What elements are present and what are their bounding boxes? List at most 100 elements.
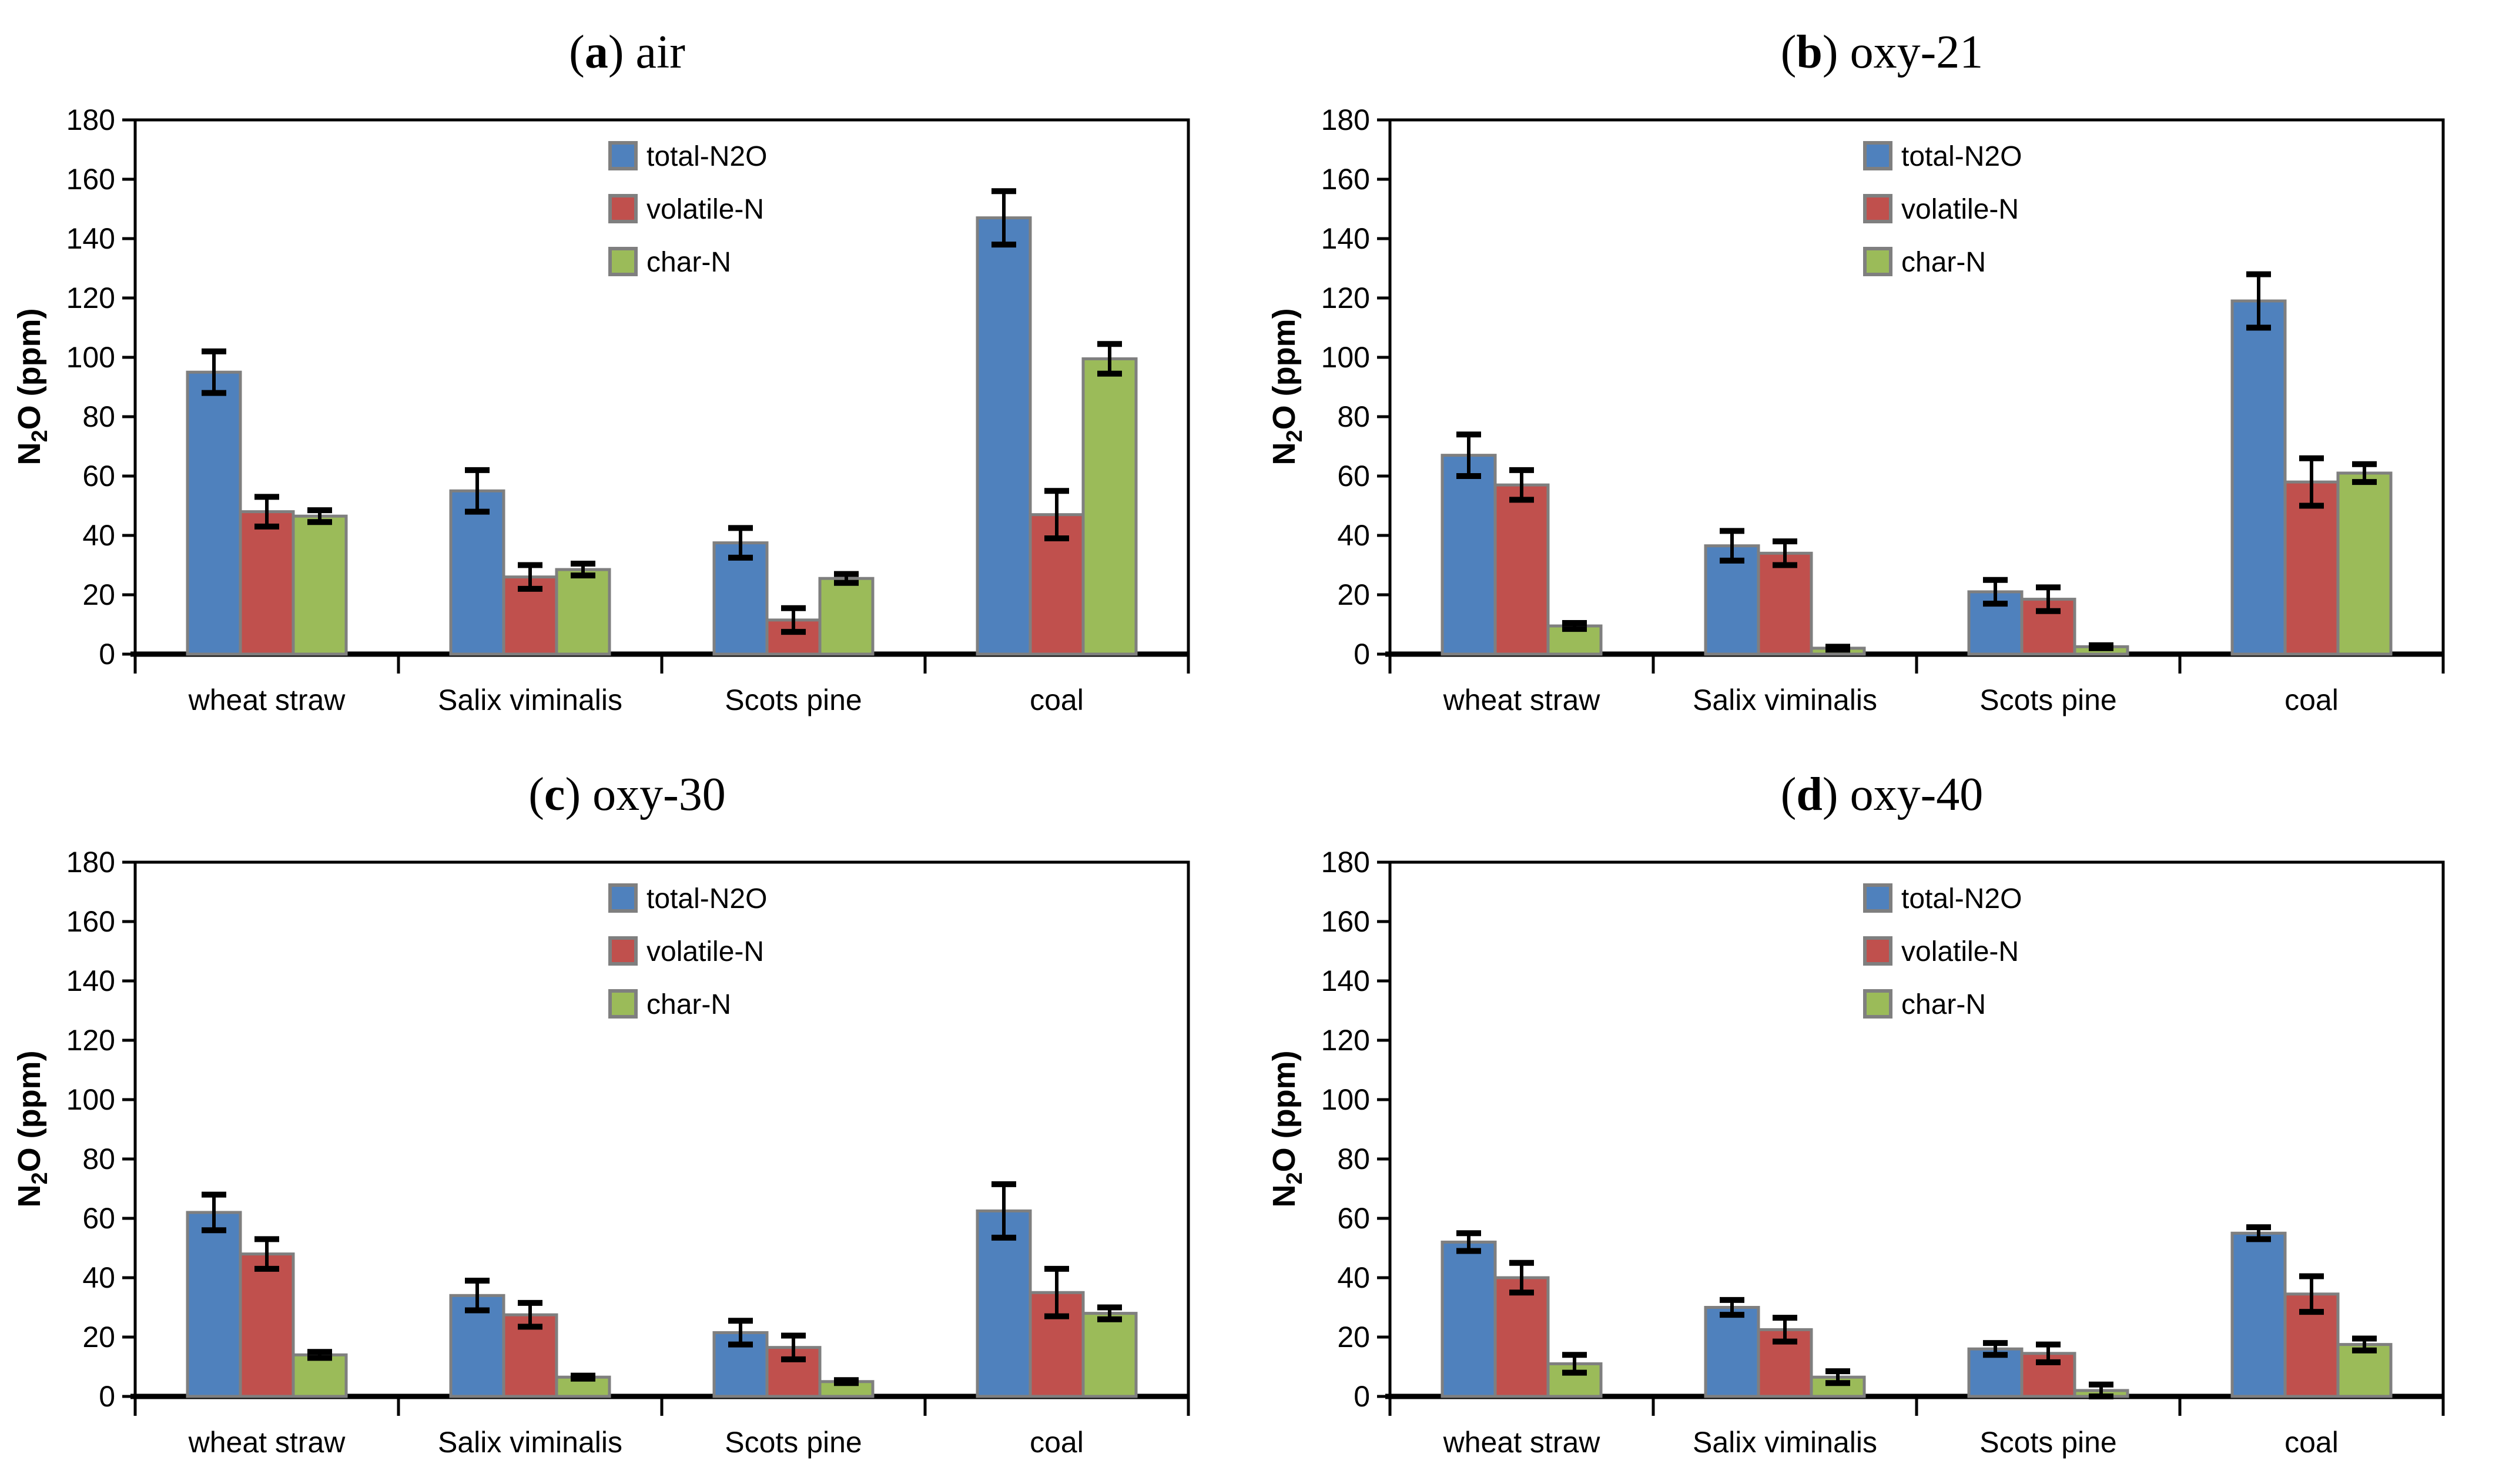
panel-b-chart: (b) oxy-21 0 20 40 60 80 100 120 140 160 180 wheat …: [1255, 0, 2509, 742]
y-tick-label: 120: [1321, 1024, 1370, 1057]
bar-total-N2O-coal: [2230, 1231, 2287, 1398]
error-bar-total-N2O-Salix-viminalis: [465, 467, 490, 515]
panel-a: (a) air 0 20 40 60 80 100 120 140 160 180 wheat str…: [0, 0, 1254, 742]
y-axis-title: N2O (ppm): [12, 308, 52, 465]
category-label-Salix-viminalis: Salix viminalis: [1693, 1426, 1877, 1459]
error-bar-total-N2O-wheat-straw: [1456, 431, 1481, 479]
legend-swatch-char-N: [608, 989, 638, 1019]
error-bar-total-N2O-Scots-pine: [1983, 577, 2008, 607]
category-labels: wheat straw Salix viminalis Scots pine coal: [188, 1426, 1084, 1459]
legend: total-N2O volatile-N char-N: [1863, 883, 2022, 1020]
error-bar-total-N2O-Scots-pine: [728, 1318, 753, 1348]
bar-volatile-N-wheat-straw: [239, 1252, 295, 1398]
error-bar-total-N2O-coal: [991, 188, 1016, 248]
legend-swatch-char-N: [1863, 247, 1892, 276]
category-label-Salix-viminalis: Salix viminalis: [438, 1426, 622, 1459]
panel-a-chart: (a) air 0 20 40 60 80 100 120 140 160 180 wheat str…: [0, 0, 1254, 742]
category-label-coal: coal: [2284, 684, 2339, 716]
category-labels: wheat straw Salix viminalis Scots pine coal: [188, 684, 1084, 716]
y-tick-label: 80: [1337, 400, 1370, 433]
error-bar-total-N2O-coal: [2246, 271, 2271, 331]
bar-total-N2O-wheat-straw: [186, 370, 242, 656]
error-bar-char-N-Salix-viminalis: [571, 560, 595, 579]
y-tick-label: 60: [1337, 1202, 1370, 1235]
y-tick-label: 120: [66, 282, 115, 314]
legend-label-volatile-N: volatile-N: [1901, 936, 2019, 967]
bar-char-N-Salix-viminalis: [555, 568, 611, 656]
legend-swatch-total-N2O: [608, 141, 638, 170]
legend-label-total-N2O: total-N2O: [646, 141, 767, 172]
y-tick-label: 20: [1337, 578, 1370, 611]
error-bar-volatile-N-Scots-pine: [781, 605, 806, 635]
error-bar-total-N2O-wheat-straw: [202, 348, 226, 396]
panel-b: (b) oxy-21 0 20 40 60 80 100 120 140 160 180 wheat …: [1255, 0, 2509, 742]
error-bar-volatile-N-Scots-pine: [2036, 584, 2061, 614]
y-tick-label: 160: [66, 905, 115, 938]
y-tick-label: 140: [1321, 964, 1370, 997]
y-tick-label: 0: [99, 638, 115, 671]
y-tick-label: 0: [1354, 638, 1370, 671]
y-tick-label: 120: [66, 1024, 115, 1057]
bar-volatile-N-wheat-straw: [1493, 483, 1550, 656]
legend-swatch-volatile-N: [1863, 936, 1892, 966]
category-label-coal: coal: [2284, 1426, 2339, 1459]
legend-item-volatile-N: volatile-N: [608, 936, 764, 967]
bar-char-N-coal: [1081, 1312, 1138, 1398]
panel-c-chart: (c) oxy-30 0 20 40 60 80 100 120 140 160 180 wheat …: [0, 742, 1254, 1484]
y-tick-label: 40: [82, 1261, 115, 1294]
error-bar-total-N2O-Salix-viminalis: [1720, 528, 1744, 564]
panel-title: (a) air: [569, 26, 685, 78]
error-bar-total-N2O-Salix-viminalis: [465, 1278, 490, 1314]
category-label-Salix-viminalis: Salix viminalis: [438, 684, 622, 716]
y-axis-ticks: 0 20 40 60 80 100 120 140 160 180: [66, 846, 135, 1413]
category-label-wheat-straw: wheat straw: [1443, 684, 1601, 716]
legend-label-char-N: char-N: [646, 247, 731, 278]
legend-item-volatile-N: volatile-N: [1863, 194, 2019, 225]
category-label-coal: coal: [1030, 1426, 1084, 1459]
y-tick-label: 60: [82, 1202, 115, 1235]
category-label-wheat-straw: wheat straw: [188, 1426, 346, 1459]
y-axis-title: N2O (ppm): [12, 1050, 52, 1207]
x-axis-ticks: [1388, 654, 2445, 674]
legend-label-total-N2O: total-N2O: [646, 883, 767, 914]
bar-total-N2O-wheat-straw: [1441, 1240, 1497, 1398]
legend-item-char-N: char-N: [608, 989, 731, 1020]
legend-label-total-N2O: total-N2O: [1901, 141, 2022, 172]
y-tick-label: 100: [1321, 341, 1370, 374]
category-labels: wheat straw Salix viminalis Scots pine coal: [1443, 1426, 2339, 1459]
error-bar-char-N-Salix-viminalis: [1825, 1368, 1850, 1386]
bar-char-N-Scots-pine: [818, 577, 875, 656]
y-axis-ticks: 0 20 40 60 80 100 120 140 160 180: [1321, 846, 1390, 1413]
y-tick-label: 100: [66, 341, 115, 374]
y-axis-ticks: 0 20 40 60 80 100 120 140 160 180: [66, 103, 135, 671]
error-bar-volatile-N-Salix-viminalis: [1773, 1315, 1797, 1345]
bars: [186, 1181, 1138, 1398]
panel-c: (c) oxy-30 0 20 40 60 80 100 120 140 160 180 wheat …: [0, 742, 1254, 1484]
legend-item-char-N: char-N: [1863, 989, 1986, 1020]
error-bar-volatile-N-Scots-pine: [781, 1332, 806, 1362]
panel-title: (c) oxy-30: [528, 769, 725, 820]
panel-d-chart: (d) oxy-40 0 20 40 60 80 100 120 140 160 180 wheat …: [1255, 742, 2509, 1484]
legend-label-char-N: char-N: [646, 989, 731, 1020]
x-axis-ticks: [133, 654, 1190, 674]
category-label-Scots-pine: Scots pine: [725, 684, 862, 716]
error-bar-char-N-wheat-straw: [1562, 1352, 1587, 1376]
error-bar-char-N-wheat-straw: [307, 507, 332, 525]
panel-title: (b) oxy-21: [1781, 26, 1983, 78]
y-tick-label: 160: [1321, 905, 1370, 938]
error-bar-char-N-Scots-pine: [2089, 1381, 2113, 1399]
error-bar-total-N2O-Salix-viminalis: [1720, 1297, 1744, 1318]
error-bar-char-N-coal: [1097, 341, 1122, 377]
y-tick-label: 0: [99, 1380, 115, 1413]
y-tick-label: 100: [66, 1083, 115, 1116]
error-bar-total-N2O-wheat-straw: [202, 1191, 226, 1234]
bar-volatile-N-Salix-viminalis: [1757, 1328, 1813, 1398]
y-tick-label: 180: [66, 846, 115, 879]
error-bar-total-N2O-Scots-pine: [1983, 1340, 2008, 1358]
error-bar-volatile-N-Salix-viminalis: [518, 562, 542, 592]
y-tick-label: 60: [82, 460, 115, 493]
category-labels: wheat straw Salix viminalis Scots pine coal: [1443, 684, 2339, 716]
legend-label-volatile-N: volatile-N: [1901, 194, 2019, 225]
category-label-coal: coal: [1030, 684, 1084, 716]
